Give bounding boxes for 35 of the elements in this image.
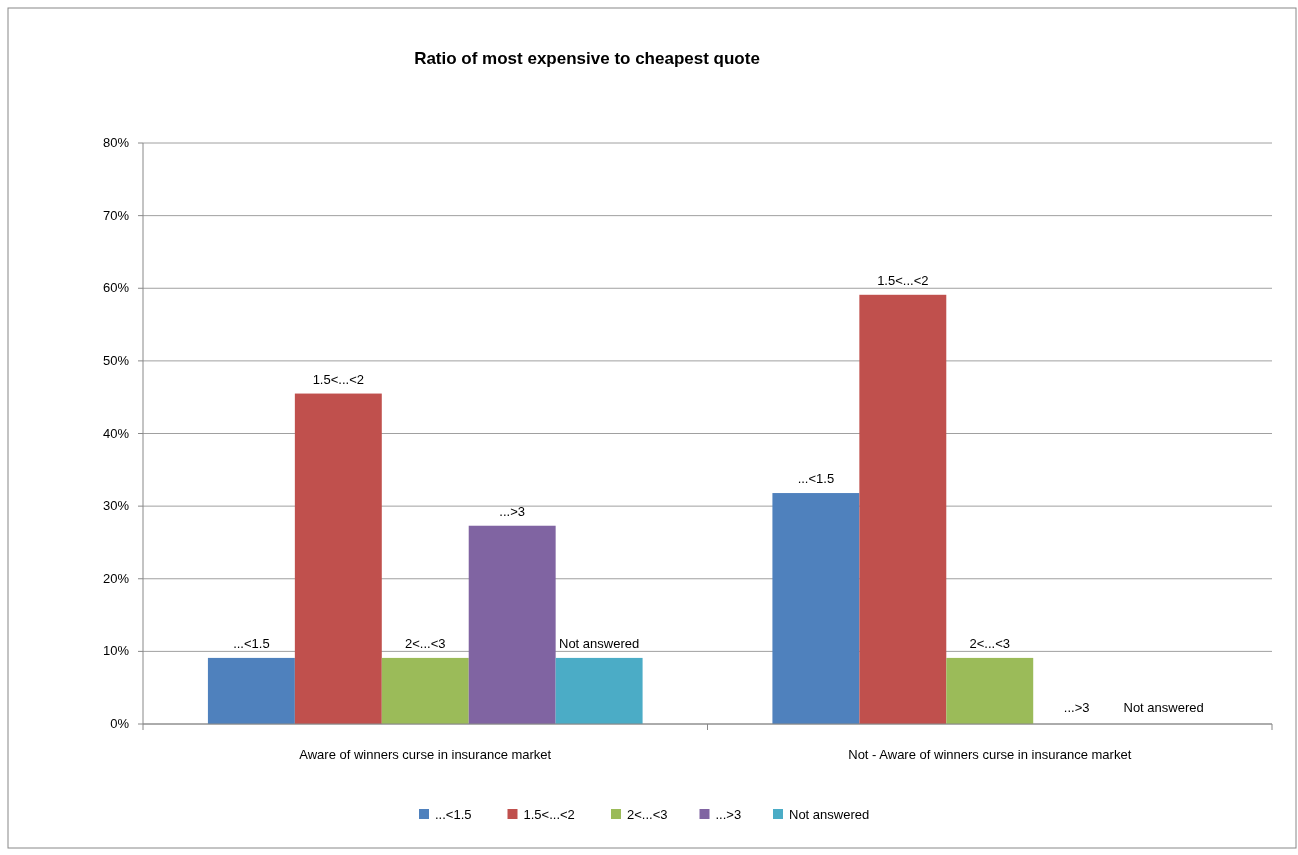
- annotation: 1.5<...<2: [877, 272, 929, 288]
- bar: [207, 657, 295, 724]
- bar: [772, 493, 860, 724]
- annotation: 2<...<3: [969, 635, 1010, 651]
- bar: [859, 294, 947, 724]
- annotation: ...>3: [1063, 700, 1090, 715]
- legend-label: 2<...<3: [627, 807, 668, 822]
- x-tick-label: Not - Aware of winners curse in insurance market: [848, 747, 1132, 762]
- y-tick-label: 80%: [102, 135, 130, 150]
- annotation: 2<...<3: [405, 635, 446, 651]
- bar: [294, 393, 382, 724]
- bar: [468, 525, 556, 724]
- legend-label: ...>3: [715, 807, 742, 822]
- y-tick-label: 20%: [102, 570, 130, 586]
- bar: [555, 657, 643, 724]
- annotation: ...<1.5: [797, 471, 835, 487]
- annotation: 1.5<...<2: [312, 371, 364, 387]
- annotation: ...<1.5: [233, 635, 270, 651]
- chart-title: Ratio of most expensive to cheapest quote: [414, 49, 760, 68]
- y-tick-label: 0%: [110, 716, 130, 731]
- bar: [946, 657, 1034, 724]
- legend-label: ...<1.5: [435, 807, 472, 822]
- x-tick-label: Aware of winners curse in insurance market: [299, 747, 552, 762]
- annotation: Not answered: [559, 635, 640, 651]
- legend-label: Not answered: [789, 807, 870, 822]
- y-tick-label: 50%: [102, 352, 130, 368]
- y-tick-label: 40%: [102, 425, 130, 441]
- y-tick-label: 30%: [102, 498, 130, 514]
- annotation: Not answered: [1123, 700, 1204, 715]
- y-tick-label: 10%: [102, 643, 130, 659]
- y-tick-label: 60%: [102, 280, 130, 296]
- annotation: ...>3: [499, 503, 526, 519]
- y-tick-label: 70%: [102, 207, 130, 223]
- legend-label: 1.5<...<2: [523, 807, 575, 822]
- bar: [381, 657, 469, 724]
